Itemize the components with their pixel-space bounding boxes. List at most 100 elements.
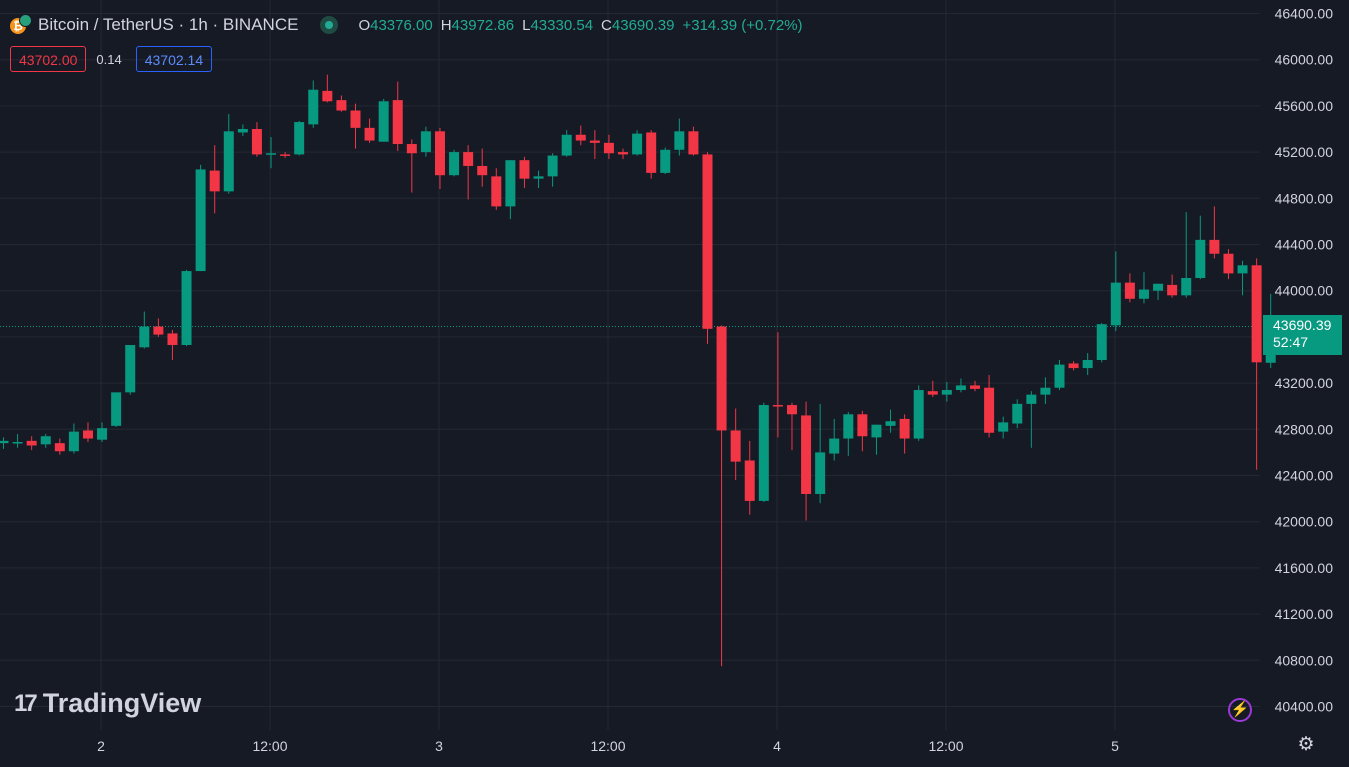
- candle: [26, 436, 37, 451]
- lightning-icon[interactable]: ⚡: [1228, 698, 1252, 722]
- candles-series: [0, 74, 1276, 667]
- candle: [1124, 273, 1135, 303]
- candle: [801, 401, 812, 521]
- candle-body: [378, 101, 389, 142]
- candle-body: [251, 129, 262, 155]
- candle-body: [899, 418, 910, 439]
- candle: [533, 170, 544, 188]
- candle: [364, 118, 375, 143]
- symbol-title[interactable]: Bitcoin / TetherUS · 1h · BINANCE: [38, 15, 299, 34]
- candle: [561, 130, 572, 157]
- candle-body: [1012, 403, 1023, 424]
- time-axis[interactable]: 2 12:00 3 12:00 4 12:00 5: [97, 738, 1119, 754]
- candle-body: [308, 89, 319, 125]
- candle: [40, 433, 51, 448]
- candle-body: [815, 452, 826, 494]
- time-axis-label: 12:00: [590, 738, 625, 754]
- candle-body: [364, 127, 375, 141]
- candle: [603, 134, 614, 160]
- ohlc-low: L43330.54: [522, 16, 594, 34]
- candle: [1138, 272, 1149, 304]
- candle: [702, 152, 713, 344]
- candle: [632, 130, 643, 156]
- candle-body: [97, 428, 108, 440]
- price-axis-label: 44000.00: [1275, 283, 1334, 299]
- candle: [885, 409, 896, 433]
- candle: [955, 378, 966, 393]
- candle: [68, 423, 79, 454]
- eye-icon[interactable]: [320, 16, 339, 34]
- candle-body: [477, 165, 488, 176]
- candle: [237, 124, 248, 136]
- candle: [829, 418, 840, 461]
- candle: [209, 145, 220, 214]
- candle: [984, 375, 995, 438]
- candle: [1237, 260, 1248, 296]
- candle-body: [237, 129, 248, 133]
- ohlc-high: H43972.86: [440, 16, 515, 34]
- price-axis[interactable]: 46400.00 46000.00 45600.00 45200.00 44800.00…: [1275, 6, 1334, 715]
- candle-body: [463, 152, 474, 166]
- candle-body: [125, 344, 136, 393]
- tradingview-logo[interactable]: 17 TradingView: [14, 688, 201, 719]
- candle: [716, 325, 727, 667]
- candle: [646, 130, 657, 179]
- buy-button[interactable]: 43702.14: [135, 46, 213, 72]
- candle-body: [139, 326, 150, 348]
- candle-body: [632, 133, 643, 155]
- candle-body: [786, 405, 797, 415]
- candle: [575, 125, 586, 146]
- price-axis-label: 44400.00: [1275, 237, 1334, 253]
- candle-body: [702, 154, 713, 329]
- candle-body: [420, 131, 431, 153]
- candle-body: [885, 421, 896, 426]
- candle-body: [280, 154, 291, 156]
- candle: [688, 126, 699, 156]
- candle: [294, 120, 305, 156]
- candle: [491, 168, 502, 210]
- candle-body: [1181, 277, 1192, 296]
- price-axis-label: 46000.00: [1275, 52, 1334, 68]
- candle: [998, 416, 1009, 439]
- candle: [1110, 251, 1121, 332]
- ohlc-open: O43376.00: [358, 16, 433, 34]
- candle-body: [758, 405, 769, 501]
- candle-body: [12, 442, 23, 444]
- candle: [618, 148, 629, 160]
- candle-body: [674, 131, 685, 150]
- candle: [378, 98, 389, 142]
- candle: [181, 269, 192, 347]
- candle-body: [1138, 289, 1149, 299]
- candle: [449, 149, 460, 177]
- trade-panel: 43702.00 0.14 43702.14: [10, 46, 213, 72]
- candle: [941, 381, 952, 402]
- sell-button[interactable]: 43702.00: [10, 46, 87, 72]
- last-price-value: 43690.39: [1273, 317, 1332, 333]
- candle: [336, 95, 347, 112]
- price-axis-label: 40400.00: [1275, 699, 1334, 715]
- candle-body: [1068, 363, 1079, 369]
- tradingview-logo-icon: 17: [14, 689, 38, 717]
- candle: [392, 81, 403, 151]
- candle: [139, 311, 150, 349]
- candle: [477, 148, 488, 187]
- candle-body: [1223, 253, 1234, 274]
- price-axis-label: 41200.00: [1275, 606, 1334, 622]
- candle-body: [829, 438, 840, 454]
- candle: [899, 414, 910, 454]
- candle: [674, 118, 685, 156]
- tradingview-wordmark: TradingView: [42, 688, 202, 718]
- gear-icon[interactable]: ⚙: [1297, 734, 1315, 755]
- candle-body: [660, 149, 671, 173]
- candle-body: [1110, 282, 1121, 326]
- candle: [772, 332, 783, 438]
- candle: [913, 385, 924, 441]
- candle: [1223, 249, 1234, 280]
- candle: [406, 139, 417, 193]
- candle: [195, 164, 206, 272]
- candle: [0, 437, 9, 449]
- candle-body: [913, 390, 924, 439]
- candle-body: [26, 440, 37, 446]
- candle-body: [111, 392, 122, 426]
